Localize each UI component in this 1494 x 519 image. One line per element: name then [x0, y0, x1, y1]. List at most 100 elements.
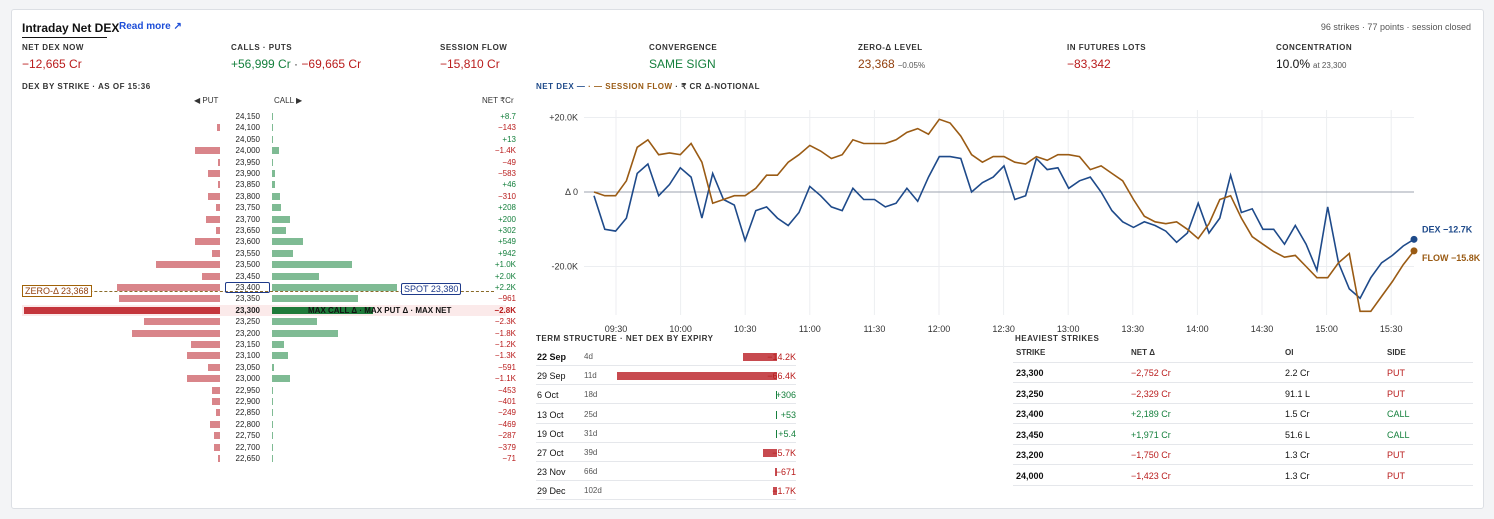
metric-value: +56,999 Cr · −69,665 Cr [231, 57, 361, 71]
expiry-net: +306 [775, 390, 796, 401]
put-bar [217, 124, 220, 132]
net-value: −71 [502, 454, 516, 463]
call-bar [272, 306, 374, 314]
heaviest-row: 23,200 −1,750 Cr 1.3 Cr PUT [1013, 445, 1473, 465]
net-value: −1.3K [494, 351, 516, 361]
x-tick-label: 13:00 [1057, 324, 1080, 334]
heaviest-side: PUT [1387, 368, 1405, 378]
heaviest-net: −1,750 Cr [1131, 450, 1171, 460]
put-bar [218, 158, 220, 166]
strike-label: 23,750 [235, 203, 260, 213]
put-bar [190, 341, 220, 348]
metric-number: 10.0% [1276, 57, 1311, 71]
strike-label: 24,000 [235, 146, 260, 156]
term-title: TERM STRUCTURE · NET DEX BY EXPIRY [536, 334, 714, 343]
expiry-bar [772, 487, 777, 496]
strike-label: 22,950 [235, 385, 260, 395]
strike-section-title: DEX BY STRIKE · AS OF 15:36 [22, 82, 151, 91]
spot-label: SPOT 23,380 [401, 282, 462, 295]
expiry-bar [763, 449, 777, 457]
expiry-bar [775, 468, 777, 477]
dex-card: Intraday Net DEX Read more ↗ 96 strikes … [11, 9, 1484, 509]
expiry-days: 31d [584, 428, 598, 438]
max-row-highlight [22, 304, 506, 316]
term-row: 29 Sep 11d −66.4K [536, 366, 796, 386]
call-bar [272, 181, 275, 189]
zero-delta-line [24, 290, 494, 292]
net-value: −249 [497, 408, 516, 418]
metric-label: SESSION FLOW [440, 43, 508, 52]
net-value: −2.3K [494, 317, 516, 327]
zero-delta-label: ZERO-Δ 23,368 [22, 284, 92, 297]
expiry-date: 27 Oct [537, 448, 564, 458]
net-value: +208 [497, 203, 516, 213]
strike-label: 23,350 [235, 294, 260, 304]
strike-label: 23,000 [235, 374, 260, 384]
read-more-link[interactable]: Read more ↗ [119, 21, 182, 32]
net-value: −961 [497, 294, 516, 304]
column-header: OI [1285, 348, 1294, 357]
column-header: NET Δ [1131, 348, 1155, 357]
heaviest-row: 23,300 −2,752 Cr 2.2 Cr PUT [1013, 363, 1473, 383]
strike-label: 23,200 [235, 328, 260, 338]
call-bar [272, 284, 397, 291]
call-bar [272, 318, 317, 326]
series-end-label: DEX −12.7K [1422, 224, 1473, 234]
max-strike-label: MAX CALL Δ · MAX PUT Δ · MAX NET [308, 305, 452, 315]
heaviest-row: 23,250 −2,329 Cr 91.1 L PUT [1013, 384, 1473, 404]
strike-label: 24,100 [235, 123, 260, 133]
expiry-date: 19 Oct [537, 428, 564, 439]
net-value: +8.7 [500, 112, 516, 121]
x-tick-label: 10:00 [669, 324, 692, 334]
net-value: −379 [497, 442, 516, 452]
term-row: 19 Oct 31d +5.4 [536, 424, 796, 443]
heaviest-title: HEAVIEST STRIKES [1015, 334, 1100, 343]
metric-value: −12,665 Cr [22, 57, 82, 71]
title-underline [22, 37, 107, 38]
strike-label: 23,250 [235, 317, 260, 327]
heaviest-side: CALL [1387, 409, 1410, 419]
net-value: +200 [497, 214, 516, 224]
put-bar [186, 375, 220, 383]
call-bar [272, 443, 273, 451]
heaviest-row: 23,450 +1,971 Cr 51.6 L CALL [1013, 425, 1473, 445]
net-value: −49 [502, 157, 516, 167]
x-tick-label: 15:30 [1380, 324, 1403, 334]
call-bar [272, 329, 339, 337]
strike-label: 23,700 [235, 214, 260, 224]
strike-label: 23,900 [235, 169, 260, 178]
metric-label: NET DEX NOW [22, 43, 84, 52]
series-line-flow [593, 118, 1415, 313]
strike-label: 23,100 [235, 351, 260, 361]
call-bar [272, 249, 294, 257]
heaviest-side: PUT [1387, 450, 1405, 460]
put-bar [132, 329, 220, 337]
net-value: +549 [497, 237, 516, 247]
put-bar [212, 249, 220, 257]
net-value: −453 [497, 385, 516, 395]
expiry-date: 29 Sep [537, 371, 566, 382]
heaviest-net: +2,189 Cr [1131, 409, 1171, 419]
call-bar [272, 113, 273, 120]
heaviest-header-row: STRIKE NET Δ OI SIDE [1013, 345, 1473, 363]
series-end-label: FLOW −15.8K [1422, 253, 1481, 263]
call-bar [272, 227, 286, 234]
legend-dex: NET DEX — [536, 82, 586, 91]
expiry-date: 22 Sep [537, 352, 567, 362]
strike-label: 23,600 [235, 237, 260, 247]
expiry-date: 23 Nov [537, 467, 566, 478]
metric-sub: −0.05% [897, 61, 926, 70]
expiry-days: 18d [584, 390, 598, 400]
call-bar [272, 432, 273, 440]
net-value: +942 [497, 248, 516, 258]
expiry-bar [617, 372, 777, 381]
strike-label: 22,650 [235, 454, 260, 463]
metric-label: CONVERGENCE [649, 43, 718, 52]
strike-label: 22,800 [235, 419, 260, 429]
call-bar [272, 192, 280, 200]
metric-label: CALLS · PUTS [231, 43, 293, 52]
metric-number: −83,342 [1067, 57, 1111, 71]
expiry-bar [775, 391, 777, 400]
strike-label: 23,150 [235, 340, 260, 349]
metric-value: −83,342 [1067, 57, 1111, 71]
